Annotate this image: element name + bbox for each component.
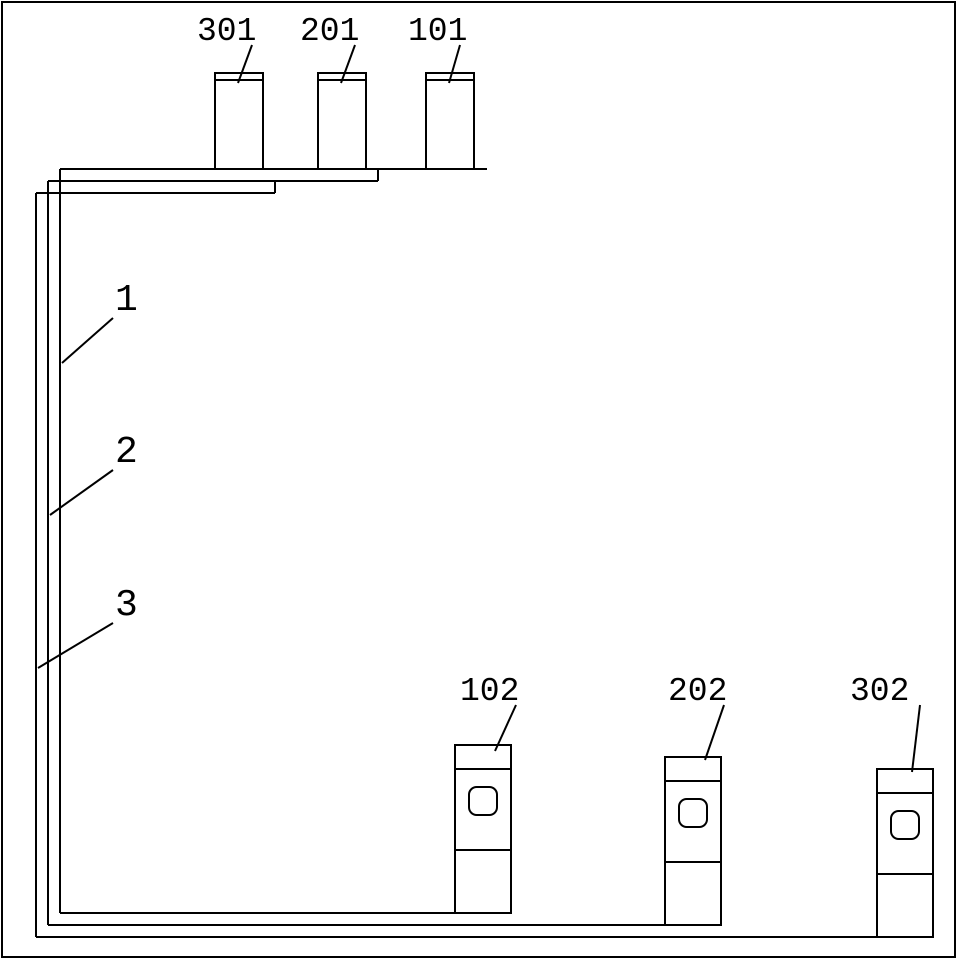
side-leader-1 <box>62 318 113 363</box>
bottom-terminal-102 <box>455 745 511 913</box>
label-302: 302 <box>850 673 920 772</box>
label-202: 202 <box>668 673 727 760</box>
label-text-301: 301 <box>197 13 256 50</box>
side-label-text-1: 1 <box>115 279 138 322</box>
side-label-2: 2 <box>50 431 138 515</box>
side-label-text-2: 2 <box>115 431 138 474</box>
terminal-hole-202 <box>679 799 707 827</box>
label-102: 102 <box>460 673 519 751</box>
leader-302 <box>912 705 920 772</box>
leader-201 <box>341 45 355 83</box>
label-text-102: 102 <box>460 673 519 710</box>
top-terminal-101 <box>426 73 474 169</box>
leader-301 <box>238 45 252 83</box>
leader-101 <box>449 45 460 83</box>
terminal-hole-302 <box>891 811 919 839</box>
side-label-1: 1 <box>62 279 138 363</box>
label-text-202: 202 <box>668 673 727 710</box>
leader-202 <box>705 705 724 760</box>
figure-frame <box>2 2 955 957</box>
side-leader-3 <box>38 623 113 668</box>
top-terminal-201 <box>318 73 366 169</box>
bottom-terminal-202 <box>665 757 721 925</box>
label-text-302: 302 <box>850 673 909 710</box>
side-label-3: 3 <box>38 584 138 668</box>
label-text-201: 201 <box>300 13 359 50</box>
bottom-terminal-302 <box>877 769 933 937</box>
label-text-101: 101 <box>408 13 467 50</box>
top-terminal-301 <box>215 73 263 169</box>
side-label-text-3: 3 <box>115 584 138 627</box>
terminal-hole-102 <box>469 787 497 815</box>
